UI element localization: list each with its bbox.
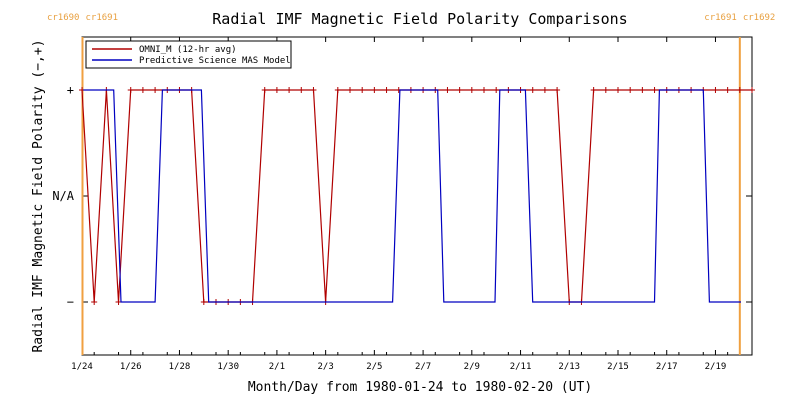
- omni-point-marker: [651, 87, 658, 93]
- y-tick-label: N/A: [52, 189, 74, 203]
- legend-label-omni: OMNI_M (12-hr avg): [139, 45, 237, 55]
- omni-point-marker: [481, 87, 487, 93]
- omni-point-marker: [310, 87, 317, 93]
- omni-point-marker: [273, 87, 280, 93]
- chart-title: Radial IMF Magnetic Field Polarity Compa…: [212, 10, 627, 28]
- omni-point-marker: [602, 87, 609, 93]
- carrington-label-right: cr1691: [85, 13, 118, 23]
- omni-point-marker: [749, 87, 755, 93]
- omni-point-marker: [383, 87, 390, 93]
- omni-point-marker: [724, 87, 731, 93]
- x-axis-ticks: 1/24 1/26 1/28 1/30 2/1 2/3 2/5 2/7 2/9 2/11 2/13 2…: [71, 37, 729, 372]
- x-tick-label: 2/1: [269, 362, 285, 372]
- legend-box: [85, 40, 292, 69]
- omni-point-marker: [468, 87, 475, 93]
- omni-point-marker: [639, 87, 646, 93]
- omni-point-marker: [261, 87, 268, 93]
- x-axis-label: Month/Day from 1980-01-24 to 1980-02-20 …: [248, 380, 592, 395]
- x-tick-label: 1/24: [71, 362, 93, 372]
- omni-point-marker: [554, 87, 561, 93]
- x-tick-label: 2/13: [558, 362, 580, 372]
- carrington-label-left: cr1691: [704, 13, 737, 23]
- omni-point-marker: [286, 87, 293, 93]
- x-tick-label: 2/15: [607, 362, 629, 372]
- omni-point-marker: [736, 87, 743, 93]
- carrington-label-left: cr1690: [47, 13, 80, 23]
- omni-point-marker: [334, 87, 341, 93]
- y-axis-ticks: + N/A −: [52, 36, 752, 356]
- omni-point-marker: [615, 87, 621, 93]
- x-tick-label: 1/28: [169, 362, 191, 372]
- omni-point-marker: [127, 87, 134, 93]
- omni-point-marker: [712, 87, 719, 93]
- omni-point-marker: [347, 87, 353, 93]
- omni-point-marker: [371, 87, 378, 93]
- x-tick-label: 2/7: [415, 362, 431, 372]
- omni-point-marker: [529, 87, 536, 93]
- series-group: [79, 87, 755, 305]
- carrington-labels: cr1690 cr1691 cr1691 cr1692: [47, 13, 775, 23]
- carrington-label-right: cr1692: [743, 13, 776, 23]
- y-tick-label: +: [67, 83, 74, 97]
- plot-frame: [81, 36, 753, 356]
- omni-point-marker: [627, 87, 634, 93]
- omni-point-marker: [444, 87, 451, 93]
- omni-point-marker: [152, 87, 159, 93]
- x-tick-label: 2/11: [510, 362, 532, 372]
- omni-point-marker: [298, 87, 305, 93]
- omni-point-marker: [456, 87, 463, 93]
- omni-point-marker: [139, 87, 146, 93]
- omni-point-marker: [590, 87, 597, 93]
- x-tick-label: 2/9: [464, 362, 480, 372]
- x-tick-label: 1/30: [217, 362, 239, 372]
- legend-label-mas: Predictive Science MAS Model: [139, 56, 291, 66]
- x-tick-label: 2/5: [366, 362, 382, 372]
- omni-point-marker: [91, 299, 98, 305]
- x-tick-label: 2/17: [656, 362, 678, 372]
- series-omni-line: [81, 89, 752, 303]
- carrington-lines: [81, 37, 741, 355]
- series-mas-line: [83, 89, 741, 303]
- omni-point-marker: [493, 87, 500, 93]
- omni-point-marker: [200, 299, 207, 305]
- x-tick-label: 2/3: [318, 362, 334, 372]
- y-tick-label: −: [67, 295, 74, 309]
- omni-point-marker: [359, 87, 366, 93]
- y-axis-label: Radial IMF Magnetic Field Polarity (−,+): [31, 39, 46, 352]
- x-tick-label: 1/26: [120, 362, 142, 372]
- omni-point-marker: [541, 87, 548, 93]
- x-tick-label: 2/19: [705, 362, 727, 372]
- legend: OMNI_M (12-hr avg) Predictive Science MA…: [85, 40, 292, 69]
